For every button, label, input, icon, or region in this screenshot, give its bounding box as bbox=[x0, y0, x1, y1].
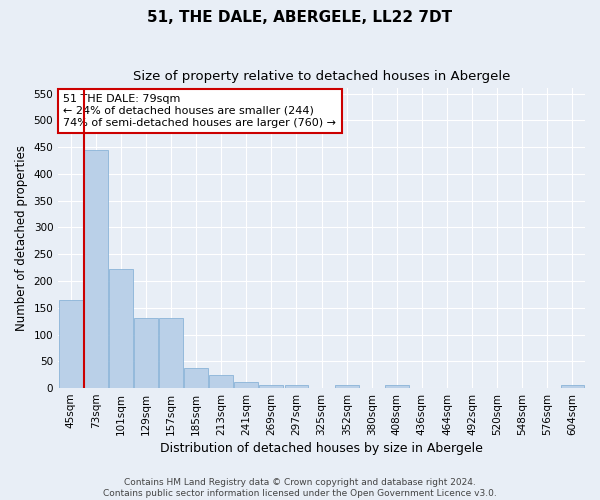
X-axis label: Distribution of detached houses by size in Abergele: Distribution of detached houses by size … bbox=[160, 442, 483, 455]
Bar bbox=[184, 368, 208, 388]
Text: Contains HM Land Registry data © Crown copyright and database right 2024.
Contai: Contains HM Land Registry data © Crown c… bbox=[103, 478, 497, 498]
Text: 51, THE DALE, ABERGELE, LL22 7DT: 51, THE DALE, ABERGELE, LL22 7DT bbox=[148, 10, 452, 25]
Title: Size of property relative to detached houses in Abergele: Size of property relative to detached ho… bbox=[133, 70, 510, 83]
Bar bbox=[560, 386, 584, 388]
Bar bbox=[284, 385, 308, 388]
Bar bbox=[84, 150, 108, 388]
Bar bbox=[335, 386, 359, 388]
Bar bbox=[385, 386, 409, 388]
Bar bbox=[209, 374, 233, 388]
Bar bbox=[259, 385, 283, 388]
Bar bbox=[109, 269, 133, 388]
Bar bbox=[134, 318, 158, 388]
Bar bbox=[235, 382, 258, 388]
Bar bbox=[159, 318, 183, 388]
Bar bbox=[59, 300, 83, 388]
Text: 51 THE DALE: 79sqm
← 24% of detached houses are smaller (244)
74% of semi-detach: 51 THE DALE: 79sqm ← 24% of detached hou… bbox=[64, 94, 337, 128]
Y-axis label: Number of detached properties: Number of detached properties bbox=[15, 145, 28, 331]
